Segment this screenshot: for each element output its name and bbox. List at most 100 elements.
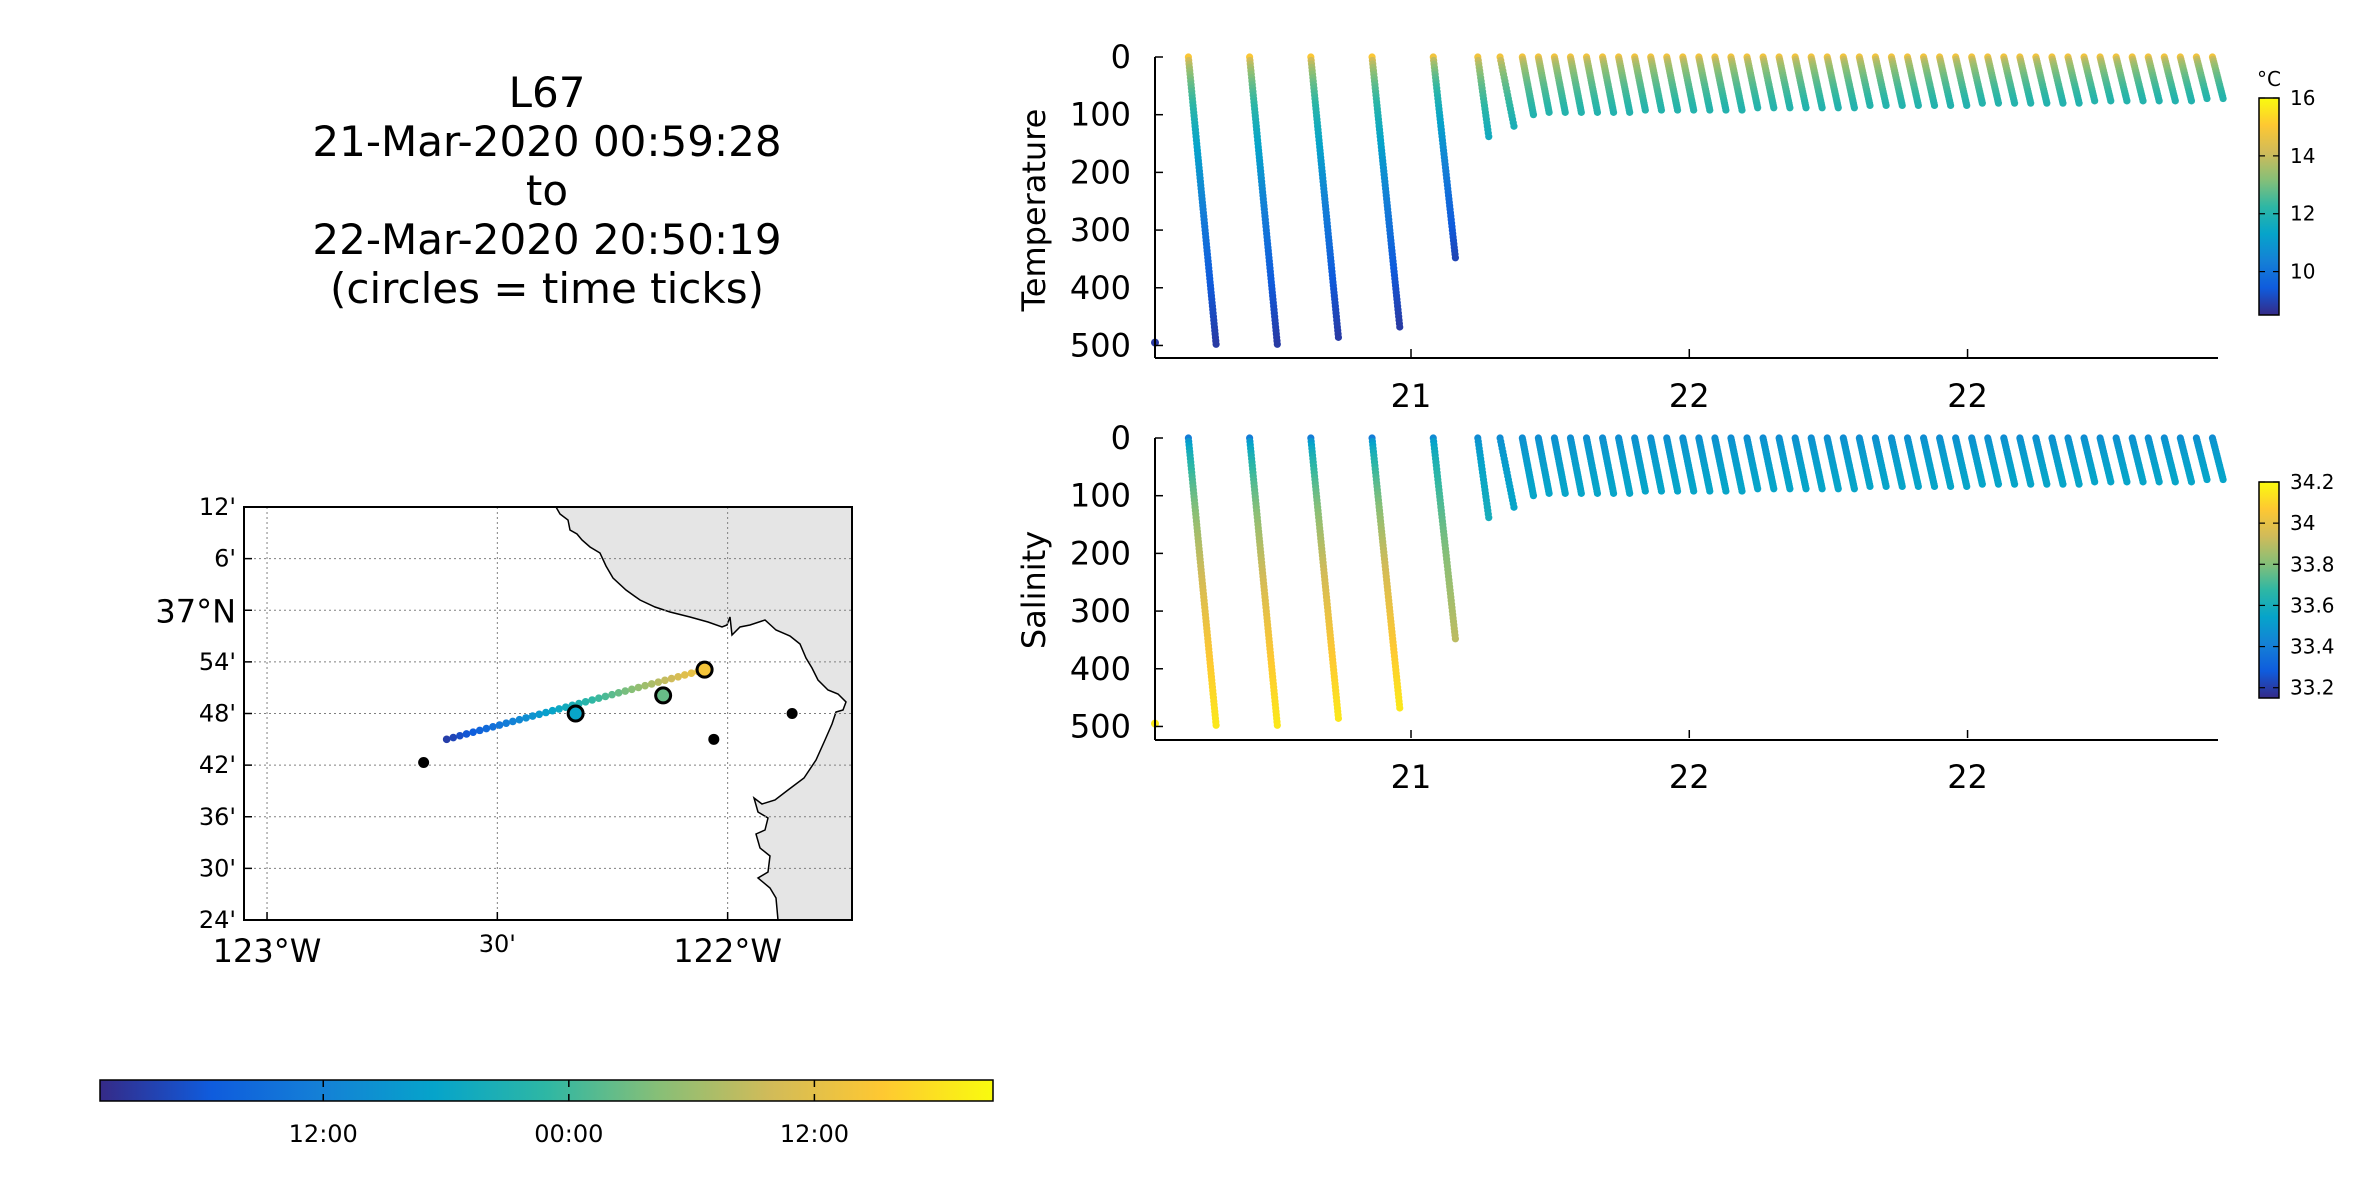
profile-point xyxy=(1754,485,1762,493)
station-marker xyxy=(786,708,798,719)
profile-point xyxy=(1593,108,1602,116)
profile-point xyxy=(1273,340,1281,348)
track-point xyxy=(667,674,676,683)
y-tick-label: 500 xyxy=(1070,326,1131,364)
y-tick-label: 400 xyxy=(1070,650,1131,688)
track-point xyxy=(489,723,497,731)
track-point xyxy=(654,678,663,686)
map-y-tick-label: 36' xyxy=(199,803,236,831)
profile-point xyxy=(1706,487,1714,495)
track-point xyxy=(647,680,656,688)
profile-point xyxy=(2059,99,2067,107)
profile-point xyxy=(1978,480,1986,488)
map-y-tick-label: 54' xyxy=(199,648,236,676)
profile-point xyxy=(2107,478,2115,486)
track-point xyxy=(634,683,643,692)
title-line-2: 21-Mar-2020 00:59:28 xyxy=(312,117,781,166)
profile-point xyxy=(1561,489,1569,497)
salinity-y-ticks: 0 100 200 300 400 500 xyxy=(1070,419,1163,745)
title-line-5: (circles = time ticks) xyxy=(330,264,764,313)
time-tick-circle xyxy=(566,704,585,723)
y-tick-label: 300 xyxy=(1070,211,1131,249)
profile-point xyxy=(2027,99,2035,107)
profile-point xyxy=(1834,485,1842,493)
profile-point xyxy=(2123,97,2131,105)
track-point xyxy=(495,721,504,729)
track-point xyxy=(548,706,557,715)
map-x-tick-label: 122°W xyxy=(673,932,782,970)
track-point xyxy=(594,694,603,703)
track-point xyxy=(502,719,510,728)
profile-point xyxy=(1485,133,1493,141)
profile-point xyxy=(2043,480,2051,488)
map-y-tick-label: 48' xyxy=(199,700,236,728)
colorbar-tick-label: 33.6 xyxy=(2290,593,2335,617)
profile-point xyxy=(2139,478,2147,486)
y-tick-label: 500 xyxy=(1070,707,1131,745)
profile-point xyxy=(1963,482,1971,491)
profile-point xyxy=(1898,101,1906,110)
profile-point xyxy=(2091,97,2099,105)
profile-point xyxy=(1722,487,1730,495)
profile-point xyxy=(1641,106,1649,114)
map-y-tick-label: 12' xyxy=(199,493,236,521)
profile-point xyxy=(1510,503,1518,511)
profile-point xyxy=(1510,122,1518,130)
profile-point xyxy=(1334,333,1343,341)
track-point xyxy=(522,714,530,722)
salinity-points xyxy=(1151,434,2227,729)
track-point xyxy=(588,696,596,704)
track-point xyxy=(561,703,570,711)
profile-point xyxy=(1273,721,1281,729)
track-point xyxy=(621,687,630,695)
station-marker xyxy=(418,757,430,769)
y-tick-label: 400 xyxy=(1070,269,1131,307)
track-point xyxy=(509,717,517,726)
profile-point xyxy=(1396,323,1404,331)
profile-point xyxy=(1978,99,1986,107)
map-x-tick-label: 30' xyxy=(479,930,516,958)
time-colorbar: 12:00 00:00 12:00 xyxy=(99,1079,994,1148)
map-y-tick-label: 6' xyxy=(214,545,236,573)
track-point xyxy=(674,672,682,681)
y-tick-label: 300 xyxy=(1070,592,1131,630)
time-colorbar-ticks: 12:00 00:00 12:00 xyxy=(289,1080,849,1148)
temperature-x-ticks: 21 22 22 xyxy=(1391,349,1988,415)
profile-point xyxy=(2107,97,2115,105)
profile-point xyxy=(1593,489,1602,497)
track-point xyxy=(661,676,669,685)
profile-point xyxy=(2171,478,2179,486)
map-y-tick-label: 30' xyxy=(199,854,236,882)
title-line-4: 22-Mar-2020 20:50:19 xyxy=(312,215,781,264)
profile-point xyxy=(1738,487,1746,495)
y-tick-label: 0 xyxy=(1111,38,1131,76)
track-point xyxy=(528,712,537,720)
profile-point xyxy=(1786,485,1794,493)
time-colorbar-tick-label: 12:00 xyxy=(289,1120,358,1148)
colorbar-tick-label: 33.4 xyxy=(2290,635,2335,659)
colorbar-tick-label: 16 xyxy=(2290,86,2315,110)
map-y-tick-label: 42' xyxy=(199,751,236,779)
profile-point xyxy=(1818,485,1826,493)
profile-point xyxy=(1690,487,1698,495)
profile-point xyxy=(2091,478,2099,486)
profile-point xyxy=(1673,106,1682,114)
profile-point xyxy=(1212,721,1220,729)
track-point xyxy=(687,669,696,677)
track-point xyxy=(449,733,458,742)
profile-point xyxy=(1754,104,1762,112)
profile-point xyxy=(1802,485,1810,493)
temperature-y-label: Temperature xyxy=(1015,109,1053,313)
track-point xyxy=(601,692,610,701)
time-tick-circles xyxy=(566,660,714,723)
profile-point xyxy=(1930,101,1939,110)
colorbar-tick-label: 12 xyxy=(2290,202,2315,226)
track-point xyxy=(608,690,616,699)
title-line-1: L67 xyxy=(509,68,586,117)
x-tick-label: 22 xyxy=(1947,758,1988,796)
profile-point xyxy=(1898,482,1906,491)
x-tick-label: 22 xyxy=(1669,758,1710,796)
salinity-y-label: Salinity xyxy=(1015,531,1053,649)
